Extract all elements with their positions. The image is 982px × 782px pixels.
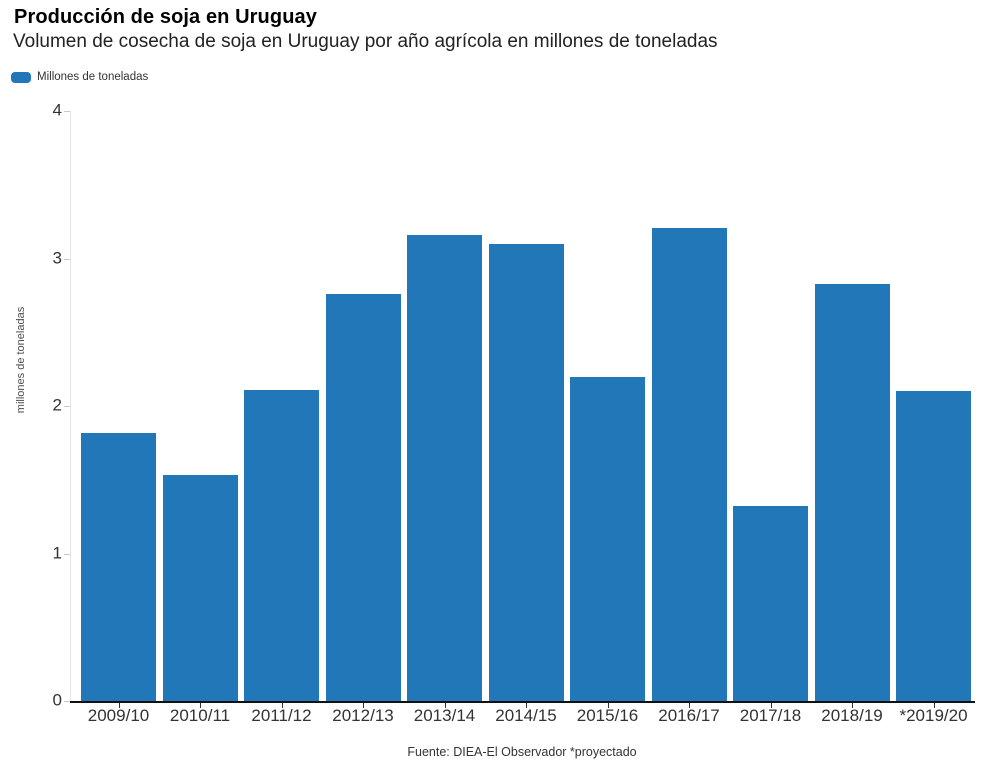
x-tick-mark <box>770 703 772 708</box>
x-tick-mark <box>526 703 527 708</box>
legend-swatch-icon <box>11 71 31 83</box>
y-tick-label: 2 <box>52 395 62 415</box>
x-tick-label: 2014/15 <box>495 706 557 725</box>
bar-2014-15 <box>488 243 564 701</box>
bar-2013-14 <box>407 234 482 701</box>
y-tick-mark <box>64 111 70 112</box>
x-tick-label: 2016/17 <box>658 706 720 725</box>
y-tick-label: 4 <box>52 100 62 120</box>
y-tick-mark <box>64 701 70 702</box>
x-tick-label: 2013/14 <box>413 706 476 725</box>
y-tick-label: 3 <box>52 248 62 268</box>
y-axis-line <box>70 111 71 701</box>
x-tick-mark <box>118 703 120 708</box>
x-tick-mark <box>200 703 201 708</box>
x-tick-label: 2012/13 <box>332 706 394 725</box>
x-axis-line <box>70 701 975 703</box>
bar-2017-18 <box>733 506 808 701</box>
plot-area <box>70 111 975 701</box>
bar-2010-11 <box>162 475 238 701</box>
x-tick-mark <box>444 703 446 708</box>
bar-2019-20 <box>896 391 971 701</box>
bar-2009-10 <box>81 432 156 701</box>
x-tick-mark <box>689 703 690 708</box>
x-tick-label: 2009/10 <box>87 706 150 725</box>
legend: Millones de toneladas <box>11 71 148 83</box>
bar-2012-13 <box>325 293 401 701</box>
x-tick-mark <box>363 703 364 708</box>
bar-2011-12 <box>244 389 319 701</box>
y-tick-mark <box>64 553 70 555</box>
x-tick-label: 2015/16 <box>576 706 639 725</box>
legend-label: Millones de toneladas <box>37 71 149 83</box>
bar-2016-17 <box>651 227 727 701</box>
x-tick-label: 2010/11 <box>169 706 231 725</box>
bar-2018-19 <box>814 283 890 701</box>
x-tick-label: 2011/12 <box>251 706 312 725</box>
y-tick-mark <box>64 406 70 407</box>
x-tick-mark <box>281 703 283 708</box>
x-tick-mark <box>607 703 609 708</box>
y-tick-mark <box>64 258 70 260</box>
x-tick-label: *2019/20 <box>899 706 968 725</box>
y-tick-label: 1 <box>52 543 62 563</box>
source-note: Fuente: DIEA-El Observador *proyectado <box>407 745 637 759</box>
bar-2015-16 <box>570 376 645 701</box>
x-tick-label: 2018/19 <box>821 706 883 725</box>
y-tick-label: 0 <box>52 690 62 710</box>
x-tick-mark <box>852 703 853 708</box>
x-tick-mark <box>933 703 935 708</box>
page-title: Producción de soja en Uruguay <box>14 6 317 28</box>
chart-subtitle: Volumen de cosecha de soja en Uruguay po… <box>13 31 718 52</box>
x-tick-label: 2017/18 <box>739 706 802 725</box>
